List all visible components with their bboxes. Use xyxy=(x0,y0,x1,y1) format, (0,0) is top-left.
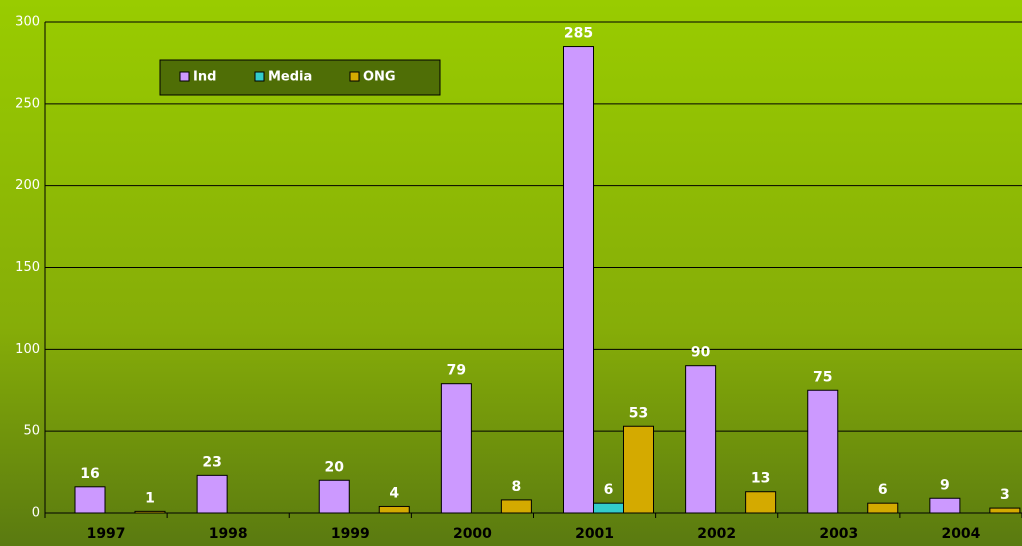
legend-label: ONG xyxy=(363,70,396,85)
value-label: 9 xyxy=(940,477,950,493)
bar xyxy=(74,486,106,514)
value-label: 3 xyxy=(1000,487,1010,503)
value-label: 285 xyxy=(564,26,593,42)
bar xyxy=(563,46,594,514)
x-tick-label: 1997 xyxy=(87,526,126,542)
y-tick-label: 300 xyxy=(15,15,40,30)
x-tick-label: 2000 xyxy=(453,526,492,542)
bar xyxy=(867,502,899,514)
value-label: 6 xyxy=(604,482,614,498)
y-tick-label: 50 xyxy=(23,424,40,439)
bar xyxy=(196,474,228,514)
value-label: 8 xyxy=(512,479,522,495)
y-tick-label: 0 xyxy=(32,506,40,521)
legend-swatch xyxy=(254,71,265,82)
bar xyxy=(440,383,472,514)
bar xyxy=(318,479,350,514)
legend-swatch xyxy=(349,71,360,82)
x-tick-label: 1998 xyxy=(209,526,248,542)
bar xyxy=(929,497,961,514)
bar xyxy=(745,491,777,514)
x-tick-label: 2001 xyxy=(575,526,614,542)
y-tick-label: 250 xyxy=(15,96,40,111)
legend-label: Ind xyxy=(193,70,216,85)
bar xyxy=(593,502,624,514)
value-label: 16 xyxy=(80,466,99,482)
y-tick-label: 100 xyxy=(15,342,40,357)
value-label: 13 xyxy=(751,471,770,487)
bar xyxy=(134,510,166,514)
x-tick-label: 2002 xyxy=(697,526,736,542)
value-label: 79 xyxy=(447,363,466,379)
legend-swatch xyxy=(179,71,190,82)
value-label: 20 xyxy=(325,459,345,475)
y-tick-label: 150 xyxy=(15,260,40,275)
value-label: 90 xyxy=(691,345,711,361)
bar xyxy=(807,389,839,514)
bar xyxy=(989,507,1021,514)
x-tick-label: 2004 xyxy=(941,526,980,542)
value-label: 4 xyxy=(389,485,399,501)
value-label: 1 xyxy=(145,490,155,506)
x-tick-label: 1999 xyxy=(331,526,370,542)
bar xyxy=(623,425,654,514)
value-label: 23 xyxy=(202,454,221,470)
value-label: 53 xyxy=(629,405,648,421)
value-label: 75 xyxy=(813,369,832,385)
y-tick-label: 200 xyxy=(15,178,40,193)
bar xyxy=(378,505,410,514)
value-label: 6 xyxy=(878,482,888,498)
x-tick-label: 2003 xyxy=(819,526,858,542)
legend-label: Media xyxy=(268,70,312,85)
bar xyxy=(685,365,717,514)
legend-box xyxy=(159,59,441,96)
bar xyxy=(500,499,532,514)
